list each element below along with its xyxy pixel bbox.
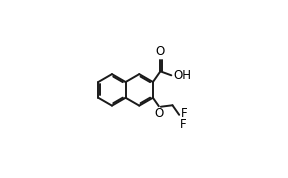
Text: O: O [156,45,165,58]
Text: OH: OH [173,69,191,82]
Text: F: F [181,107,187,120]
Text: O: O [155,107,164,120]
Text: F: F [180,118,186,131]
